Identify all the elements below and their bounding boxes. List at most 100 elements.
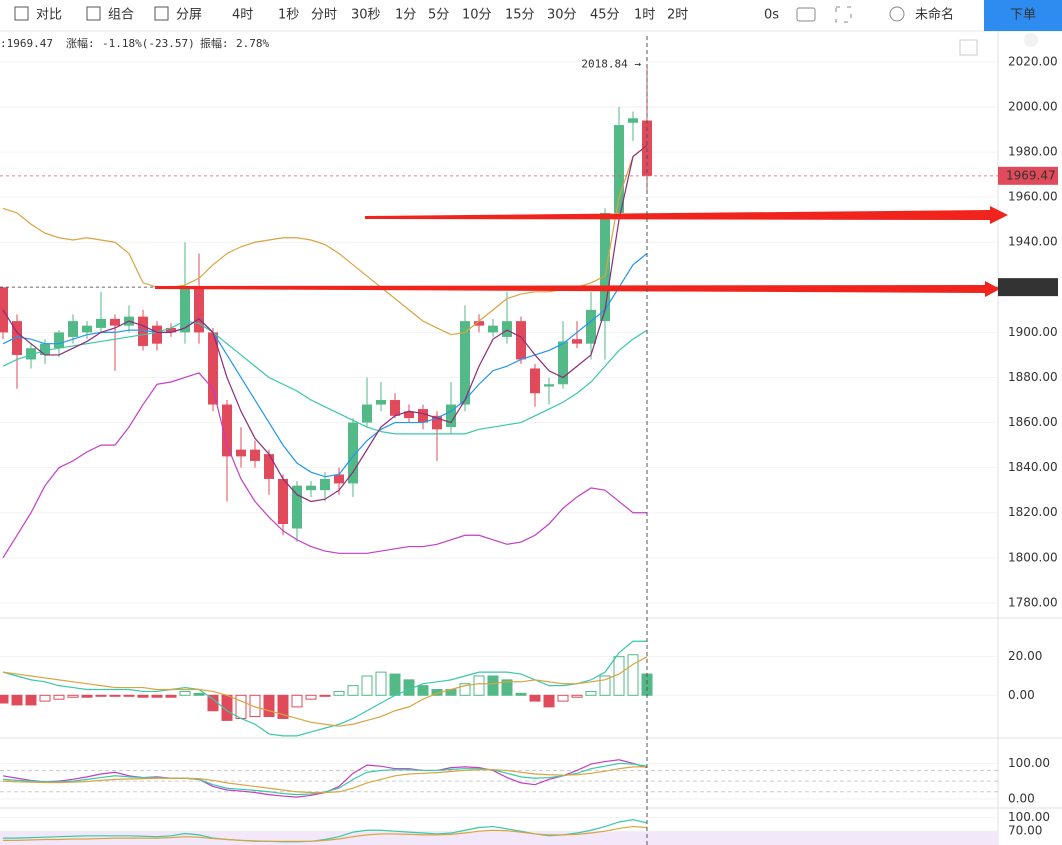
candle-body [530,368,540,394]
macd-bar [235,694,247,719]
order-button[interactable]: 下单 [1010,8,1036,23]
y-tick-label: 1900.00 [1008,325,1058,339]
combine-icon [86,6,101,21]
y-tick-label: 1980.00 [1008,145,1058,159]
macd-bar [137,694,149,698]
price-tag [998,278,1058,297]
macd-bar [627,654,639,696]
order-button-bg[interactable] [984,0,1062,31]
fullscreen-icon[interactable] [835,6,852,23]
macd-bar [375,671,387,696]
candle-body [614,125,624,213]
candle-body [432,415,442,430]
macd-bar [557,694,569,702]
macd-bar [599,675,611,696]
candle-body [40,343,50,355]
macd-bar [291,694,303,708]
macd-bar [165,694,177,698]
candle-body [292,485,302,529]
price-tag [998,166,1058,185]
camera-icon[interactable] [796,7,816,22]
tool-button[interactable]: 分屏 [176,8,202,23]
macd-bar [123,694,135,697]
indicator-line [2,144,648,503]
interval-button[interactable]: 2时 [667,8,688,23]
candle-body [222,404,232,457]
candle-body [516,321,526,360]
label-layer: 对比 组合 分屏 4时 1秒 分时 30秒 1分 5分 10分 15分 30分 45分 1时 2时 0s 未命名… [0,7,1058,845]
macd-bar [249,694,261,718]
y-tick-label: 2000.00 [1008,100,1058,114]
candle-body [236,449,246,457]
candle-body [558,341,568,385]
info-text: :1969.47 [0,37,53,50]
indicator-line [2,762,648,796]
indicator-line [2,656,648,727]
candle-body [138,316,148,346]
macd-bar [473,675,485,696]
compare-icon [14,6,29,21]
candle-body [502,321,512,337]
indicator-line [2,372,647,559]
indicator-line [2,253,648,478]
candle-body [320,478,330,491]
interval-button[interactable]: 4时 [232,8,253,23]
y-tick-label: 0.00 [1008,791,1035,805]
candle-body [278,478,288,525]
interval-button[interactable]: 30分 [547,8,577,23]
indicator-line [2,320,648,435]
macd-bar [529,694,541,702]
interval-button[interactable]: 45分 [590,8,620,23]
macd-bar [53,694,65,700]
interval-button[interactable]: 5分 [428,8,449,23]
macd-bar [25,694,37,706]
candle-body [376,400,386,405]
candle-body [68,321,78,337]
interval-button[interactable]: 1时 [634,8,655,23]
candle-body [572,339,582,344]
tool-button[interactable]: 对比 [36,8,62,23]
interval-button[interactable]: 分时 [311,8,337,23]
annotation-arrow [155,281,1000,297]
candle-body [26,348,36,360]
max-label: 2018.84 → [581,58,641,71]
y-tick-label: 1880.00 [1008,370,1058,384]
candle-body [474,321,484,326]
candle-body [600,212,610,322]
candle-body [96,318,106,328]
layout-name[interactable]: 未命名 [915,7,954,23]
macd-bar [333,690,345,696]
macd-bar [39,694,51,702]
macd-bar [277,694,289,719]
macd-bar [109,694,121,697]
y-tick-label: 100.00 [1008,810,1050,824]
candle-body [0,287,8,333]
tool-button[interactable]: 组合 [108,8,134,23]
expand-icon[interactable] [959,39,978,56]
candle-body [208,332,218,405]
price-tag-label: 1969.47 [1006,168,1056,182]
scroll-button[interactable] [1024,33,1038,47]
macd-bar [193,692,205,696]
candle-body [390,400,400,416]
candle-body [404,411,414,419]
indicator-line [2,144,648,336]
interval-button[interactable]: 15分 [505,8,535,23]
info-text: 振幅: [200,36,229,50]
macd-bar [11,694,23,706]
candle-body [82,325,92,333]
info-text: 2.78% [236,37,269,50]
interval-button[interactable]: 30秒 [351,8,381,23]
macd-bar [347,685,359,696]
candle-body [446,404,456,428]
y-tick-label: 70.00 [1008,824,1042,838]
cloud-icon [889,6,905,22]
interval-button[interactable]: 1秒 [278,8,299,23]
macd-bar [263,694,275,718]
interval-button[interactable]: 10分 [462,8,492,23]
info-text: 涨幅: [66,37,95,50]
macd-bar [417,685,429,696]
candle-body [544,384,554,387]
interval-button[interactable]: 1分 [395,8,416,23]
candle-body [12,321,22,355]
